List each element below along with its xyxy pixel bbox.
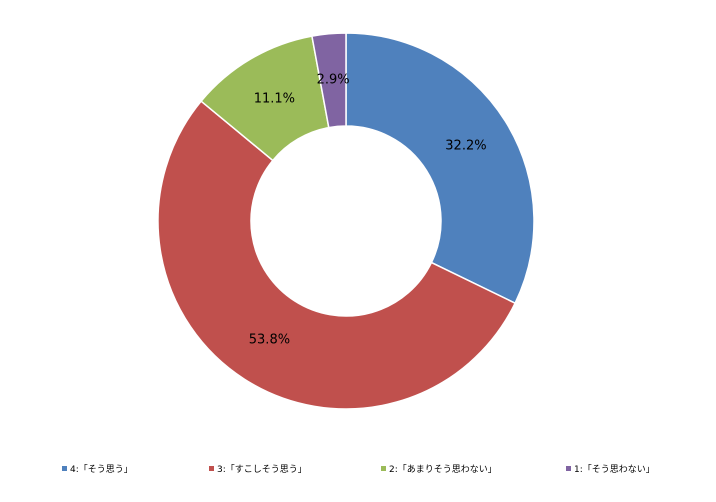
legend-label-4: 1:「そう思わない」 — [574, 465, 655, 475]
data-label-4: 2.9% — [317, 73, 350, 88]
data-label-3: 11.1% — [254, 91, 295, 106]
legend-swatch-1 — [62, 466, 67, 471]
donut-slice-2 — [157, 100, 517, 410]
legend-label-2: 3:「すこしそう思う」 — [217, 465, 307, 475]
donut-slice-1 — [345, 32, 535, 305]
data-label-2: 53.8% — [249, 332, 290, 347]
donut-slice-4 — [311, 32, 347, 129]
chart-legend: 4:「そう思う」 3:「すこしそう思う」 2:「あまりそう思わない」 1:「そう… — [0, 462, 716, 482]
data-label-1: 32.2% — [445, 138, 486, 153]
legend-item-4: 1:「そう思わない」 — [566, 462, 655, 475]
legend-label-1: 4:「そう思う」 — [70, 465, 133, 475]
donut-slices — [157, 32, 535, 410]
legend-item-3: 2:「あまりそう思わない」 — [381, 462, 497, 475]
legend-item-2: 3:「すこしそう思う」 — [209, 462, 307, 475]
legend-label-3: 2:「あまりそう思わない」 — [389, 465, 497, 475]
legend-item-1: 4:「そう思う」 — [62, 462, 133, 475]
donut-data-labels: 32.2% 53.8% 11.1% 2.9% — [249, 73, 487, 348]
legend-swatch-2 — [209, 466, 214, 471]
legend-swatch-4 — [566, 466, 571, 471]
legend-swatch-3 — [381, 466, 386, 471]
